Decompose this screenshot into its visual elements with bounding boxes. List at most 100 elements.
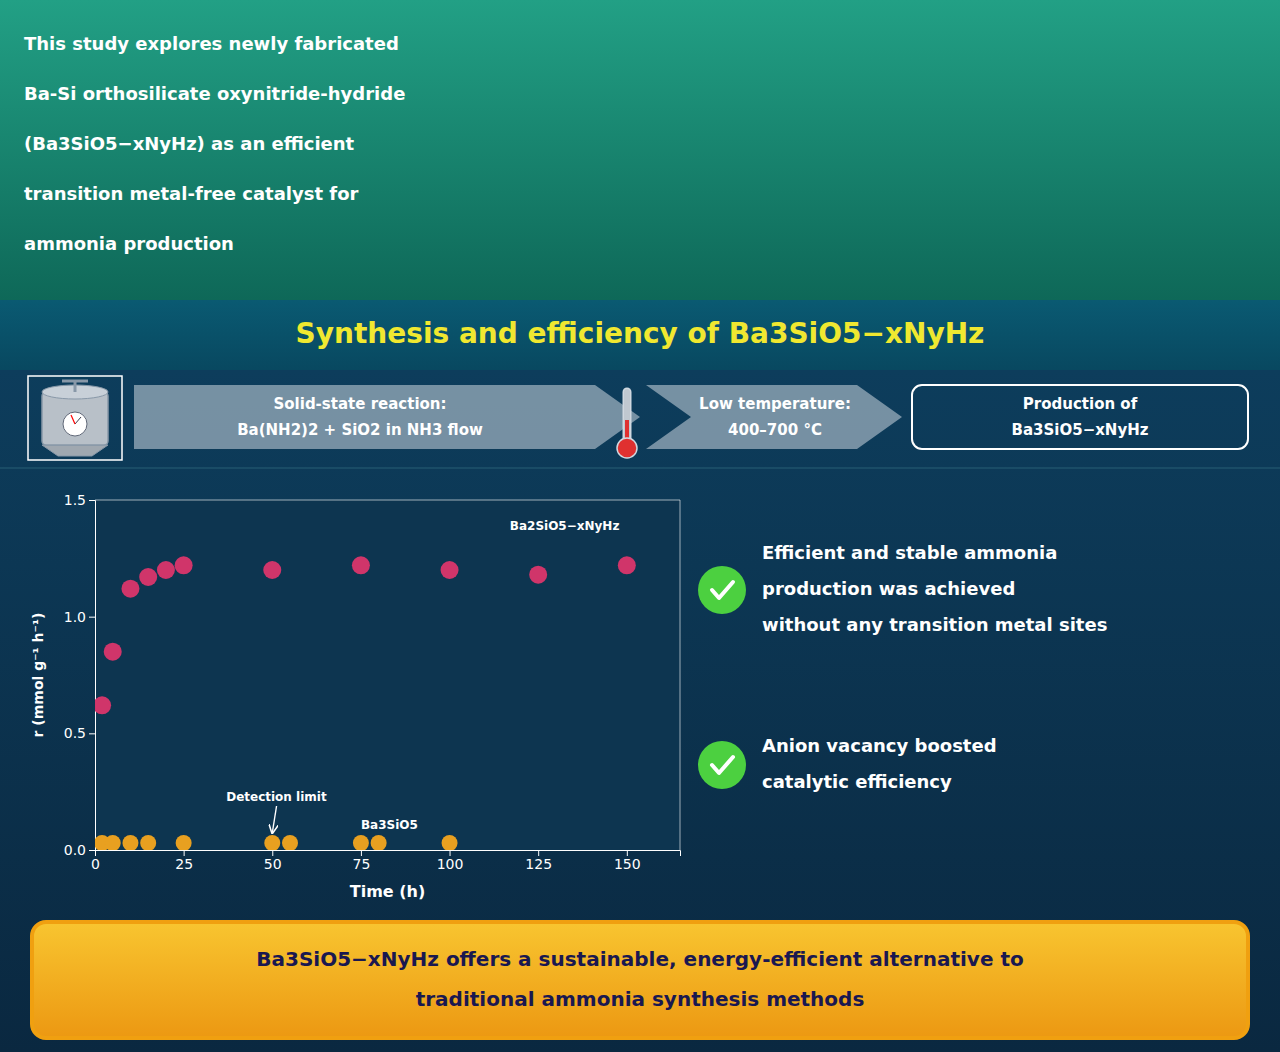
axis-line bbox=[89, 501, 96, 851]
plot-frame bbox=[680, 500, 681, 850]
point bbox=[176, 835, 192, 850]
step-text: 400–700 °C bbox=[728, 421, 822, 439]
point bbox=[140, 835, 156, 850]
y-axis: 0.0 0.5 1.0 1.5 bbox=[64, 492, 96, 858]
point bbox=[441, 561, 459, 579]
tick: 1.5 bbox=[64, 492, 95, 508]
step-arrow bbox=[646, 385, 902, 449]
point bbox=[529, 566, 547, 584]
tick-label: 0.5 bbox=[64, 725, 86, 741]
footer bbox=[32, 922, 1248, 1038]
tick-label: 100 bbox=[437, 856, 464, 872]
tick: 125 bbox=[525, 850, 552, 872]
point bbox=[104, 643, 122, 661]
tick-label: 0.0 bbox=[64, 842, 86, 858]
gauge-hand bbox=[75, 417, 81, 424]
point bbox=[618, 556, 636, 574]
tick: 50 bbox=[264, 850, 282, 872]
intro-text: Ba-Si orthosilicate oxynitride-hydride bbox=[24, 83, 405, 104]
intro-text: This study explores newly fabricated bbox=[24, 33, 399, 54]
gauge-hand bbox=[71, 415, 75, 424]
bullet-text: catalytic efficiency bbox=[762, 771, 952, 792]
check-icon bbox=[698, 741, 746, 789]
tick: 25 bbox=[175, 850, 193, 872]
check-icon bbox=[712, 757, 733, 773]
tick-mark bbox=[89, 617, 95, 618]
infographic: Synthesis and efficiency of Ba3SiO5−xNyH… bbox=[0, 0, 1280, 1052]
step-box bbox=[912, 385, 1248, 449]
point bbox=[264, 835, 280, 850]
tick-label: 75 bbox=[352, 856, 370, 872]
tick: 0.0 bbox=[64, 842, 95, 858]
plot-area bbox=[95, 500, 680, 850]
tank-pipe bbox=[74, 381, 77, 392]
check-icon bbox=[698, 566, 746, 614]
separator bbox=[0, 468, 1280, 469]
point bbox=[353, 835, 369, 850]
tick: 0.5 bbox=[64, 725, 95, 741]
tick-label: 1.0 bbox=[64, 609, 86, 625]
tick: 100 bbox=[437, 850, 464, 872]
step-text: Production of bbox=[1023, 395, 1138, 413]
point bbox=[371, 835, 387, 850]
point bbox=[139, 568, 157, 586]
plot-frame bbox=[95, 500, 680, 501]
point bbox=[175, 556, 193, 574]
bullet-text: Anion vacancy boosted bbox=[762, 735, 997, 756]
tank-gauge bbox=[63, 412, 87, 436]
tick-label: 1.5 bbox=[64, 492, 86, 508]
x-axis: 0 25 50 75 100 125 150 bbox=[91, 850, 680, 872]
step-text: Ba(NH2)2 + SiO2 in NH3 flow bbox=[237, 421, 483, 439]
footer-text: Ba3SiO5−xNyHz offers a sustainable, ener… bbox=[256, 947, 1023, 971]
tank-body bbox=[42, 392, 108, 445]
point bbox=[122, 835, 138, 850]
tick-mark bbox=[89, 500, 95, 501]
tick-label: 0 bbox=[91, 856, 100, 872]
y-axis-title: r (mmol g⁻¹ h⁻¹) bbox=[30, 613, 46, 738]
thermometer-bulb bbox=[617, 438, 637, 458]
intro-text: (Ba3SiO5−xNyHz) as an efficient bbox=[24, 133, 355, 154]
point bbox=[95, 696, 111, 714]
point bbox=[121, 580, 139, 598]
tick: 150 bbox=[614, 850, 641, 872]
annotation-arrow bbox=[272, 806, 276, 833]
step-arrow bbox=[134, 385, 640, 449]
bullet-text: Efficient and stable ammonia bbox=[762, 542, 1057, 563]
middle-section bbox=[0, 370, 1280, 1052]
tick-mark bbox=[89, 850, 95, 851]
bullet-text: production was achieved bbox=[762, 578, 1015, 599]
x-axis-title: Time (h) bbox=[350, 882, 426, 901]
annotation: Ba3SiO5 bbox=[361, 818, 418, 832]
point bbox=[282, 835, 298, 850]
title-bar bbox=[0, 300, 1280, 370]
step-text: Ba3SiO5−xNyHz bbox=[1012, 421, 1149, 439]
tick-label: 125 bbox=[525, 856, 552, 872]
tick-label: 150 bbox=[614, 856, 641, 872]
tank-pipe bbox=[62, 380, 88, 383]
tick-label: 25 bbox=[175, 856, 193, 872]
point bbox=[157, 561, 175, 579]
footer-text: traditional ammonia synthesis methods bbox=[416, 987, 865, 1011]
tick: 75 bbox=[352, 850, 370, 872]
tick-mark bbox=[89, 733, 95, 734]
annotation: Ba2SiO5−xNyHz bbox=[510, 519, 620, 533]
tick: 1.0 bbox=[64, 609, 95, 625]
tank-cone bbox=[42, 445, 108, 456]
marks bbox=[95, 556, 636, 850]
intro-text: ammonia production bbox=[24, 233, 234, 254]
step-text: Low temperature: bbox=[699, 395, 851, 413]
top-section bbox=[0, 0, 1280, 300]
annotation: Detection limit bbox=[226, 790, 327, 804]
tick-label: 50 bbox=[264, 856, 282, 872]
point bbox=[105, 835, 121, 850]
title: Synthesis and efficiency of Ba3SiO5−xNyH… bbox=[296, 317, 985, 350]
step-text: Solid-state reaction: bbox=[273, 395, 446, 413]
tick: 0 bbox=[91, 850, 100, 872]
bullet-text: without any transition metal sites bbox=[762, 614, 1107, 635]
intro-text: transition metal-free catalyst for bbox=[24, 183, 359, 204]
point bbox=[352, 556, 370, 574]
check-icon bbox=[712, 582, 733, 598]
point bbox=[442, 835, 458, 850]
tank-frame bbox=[28, 376, 122, 460]
point bbox=[263, 561, 281, 579]
